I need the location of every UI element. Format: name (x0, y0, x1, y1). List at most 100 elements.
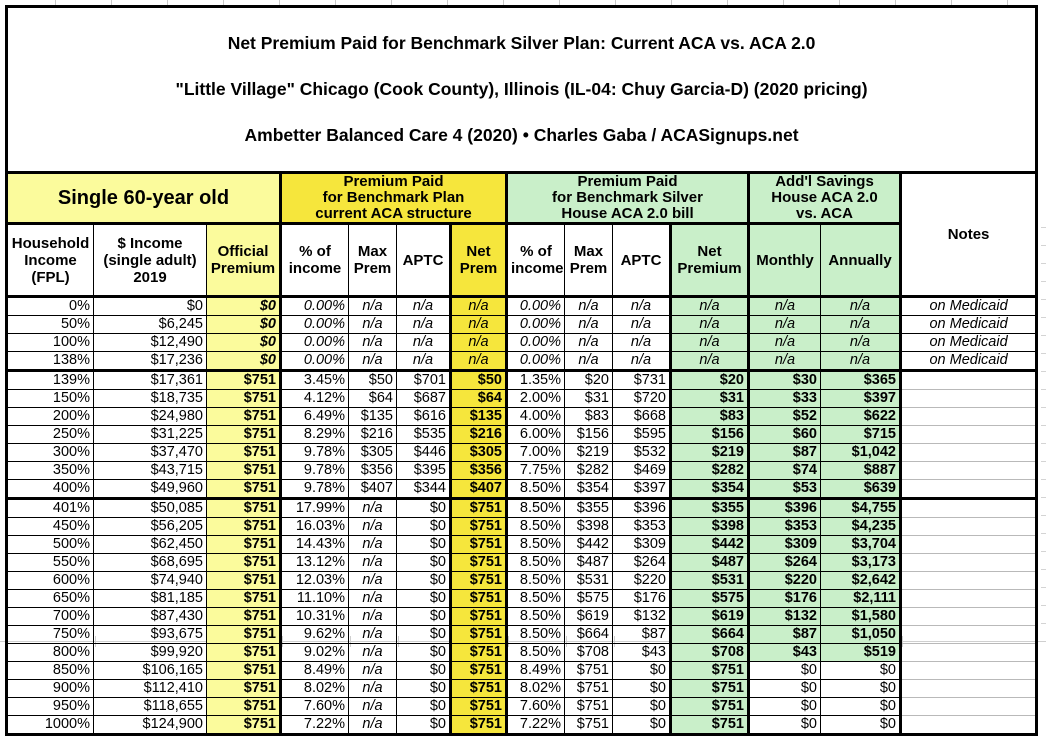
cell-aca-pct-of-income: 0.00% (279, 333, 349, 352)
cell-aca-aptc: $0 (396, 607, 451, 626)
cell-official-premium: $0 (206, 315, 281, 334)
cell-aca2-aptc: $309 (612, 535, 671, 554)
cell-aca-max-prem: n/a (348, 498, 397, 518)
cell-fpl: 200% (6, 407, 94, 426)
cell-aca-aptc: $0 (396, 589, 451, 608)
cell-aca-net-prem: $64 (449, 389, 507, 408)
cell-aca2-pct-of-income: 8.50% (505, 571, 565, 590)
title-row: Net Premium Paid for Benchmark Silver Pl… (5, 6, 1038, 174)
cell-official-premium: $751 (206, 571, 281, 590)
cell-aca-aptc: $0 (396, 535, 451, 554)
cell-aca2-net-premium: $664 (669, 625, 749, 644)
cell-aca2-aptc: $132 (612, 607, 671, 626)
table-row: 850% $106,165 $751 8.49% n/a $0 $751 8.49% $751 $… (6, 661, 1038, 680)
cell-income-dollars: $56,205 (93, 517, 207, 536)
cell-aca-net-prem: $751 (449, 661, 507, 680)
cell-aca-net-prem: $751 (449, 679, 507, 698)
cell-savings-annually: $3,173 (820, 553, 901, 572)
cell-savings-monthly: $396 (747, 498, 821, 518)
cell-income-dollars: $93,675 (93, 625, 207, 644)
title-line-3: Ambetter Balanced Care 4 (2020) • Charle… (244, 125, 799, 145)
cell-aca-pct-of-income: 8.29% (279, 425, 349, 444)
cell-aca2-max-prem: $619 (564, 607, 613, 626)
cell-aca2-aptc: n/a (612, 351, 671, 372)
cell-note (898, 370, 1038, 390)
cell-aca2-aptc: $0 (612, 679, 671, 698)
cell-savings-annually: $2,642 (820, 571, 901, 590)
cell-aca2-aptc: $0 (612, 661, 671, 680)
cell-income-dollars: $31,225 (93, 425, 207, 444)
cell-aca2-net-premium: n/a (669, 296, 749, 316)
cell-income-dollars: $106,165 (93, 661, 207, 680)
cell-aca-aptc: $344 (396, 479, 451, 500)
cell-savings-monthly: $53 (747, 479, 821, 500)
cell-note (898, 715, 1038, 735)
cell-fpl: 600% (6, 571, 94, 590)
cell-savings-monthly: n/a (747, 315, 821, 334)
cell-official-premium: $751 (206, 517, 281, 536)
cell-aca-pct-of-income: 16.03% (279, 517, 349, 536)
cell-fpl: 850% (6, 661, 94, 680)
cell-fpl: 138% (6, 351, 94, 372)
cell-note (898, 479, 1038, 500)
cell-savings-annually: $519 (820, 643, 901, 662)
cell-aca-net-prem: $216 (449, 425, 507, 444)
table-row: 500% $62,450 $751 14.43% n/a $0 $751 8.50% $442 $… (6, 535, 1038, 554)
cell-aca2-max-prem: $531 (564, 571, 613, 590)
cell-official-premium: $751 (206, 625, 281, 644)
cell-savings-monthly: $74 (747, 461, 821, 480)
cell-savings-monthly: $43 (747, 643, 821, 662)
cell-aca2-net-premium: n/a (669, 333, 749, 352)
cell-aca2-aptc: n/a (612, 296, 671, 316)
column-header-aca-aptc: APTC (396, 223, 451, 298)
cell-savings-annually: $397 (820, 389, 901, 408)
cell-fpl: 300% (6, 443, 94, 462)
cell-aca-pct-of-income: 8.49% (279, 661, 349, 680)
cell-savings-annually: $622 (820, 407, 901, 426)
cell-aca2-net-premium: $619 (669, 607, 749, 626)
cell-savings-monthly: $176 (747, 589, 821, 608)
cell-aca2-aptc: $396 (612, 498, 671, 518)
cell-aca-aptc: $395 (396, 461, 451, 480)
cell-income-dollars: $24,980 (93, 407, 207, 426)
cell-income-dollars: $87,430 (93, 607, 207, 626)
cell-aca-max-prem: $407 (348, 479, 397, 500)
cell-aca2-aptc: $264 (612, 553, 671, 572)
cell-fpl: 100% (6, 333, 94, 352)
cell-aca-aptc: n/a (396, 333, 451, 352)
cell-fpl: 900% (6, 679, 94, 698)
cell-savings-monthly: $309 (747, 535, 821, 554)
cell-savings-monthly: $0 (747, 679, 821, 698)
cell-aca-pct-of-income: 13.12% (279, 553, 349, 572)
table-row: 650% $81,185 $751 11.10% n/a $0 $751 8.50% $575 $… (6, 589, 1038, 608)
table-row: 250% $31,225 $751 8.29% $216 $535 $216 6.00% $15… (6, 425, 1038, 444)
cell-aca2-max-prem: $355 (564, 498, 613, 518)
cell-savings-annually: $2,111 (820, 589, 901, 608)
cell-aca-pct-of-income: 14.43% (279, 535, 349, 554)
cell-aca2-pct-of-income: 4.00% (505, 407, 565, 426)
cell-aca2-max-prem: $751 (564, 697, 613, 716)
cell-savings-monthly: $0 (747, 715, 821, 735)
cell-aca-max-prem: n/a (348, 589, 397, 608)
column-header-aca2-max-prem: Max Prem (564, 223, 613, 298)
cell-aca-aptc: $616 (396, 407, 451, 426)
cell-fpl: 0% (6, 296, 94, 316)
cell-aca-max-prem: n/a (348, 679, 397, 698)
table-row: 400% $49,960 $751 9.78% $407 $344 $407 8.50% $35… (6, 479, 1038, 500)
cell-aca2-pct-of-income: 8.50% (505, 589, 565, 608)
table-row: 750% $93,675 $751 9.62% n/a $0 $751 8.50% $664 $8… (6, 625, 1038, 644)
cell-income-dollars: $112,410 (93, 679, 207, 698)
group-addl-savings: Add'l Savings House ACA 2.0 vs. ACA (747, 172, 901, 225)
cell-aca2-pct-of-income: 8.50% (505, 517, 565, 536)
cell-savings-annually: $0 (820, 679, 901, 698)
table-row: 1000% $124,900 $751 7.22% n/a $0 $751 7.22% $751… (6, 715, 1038, 735)
column-header-savings-annually: Annually (820, 223, 901, 298)
cell-aca-max-prem: $64 (348, 389, 397, 408)
cell-aca2-aptc: $595 (612, 425, 671, 444)
cell-note (898, 589, 1038, 608)
table-row: 550% $68,695 $751 13.12% n/a $0 $751 8.50% $487 $… (6, 553, 1038, 572)
cell-note: on Medicaid (898, 351, 1038, 372)
cell-aca-max-prem: $356 (348, 461, 397, 480)
cell-fpl: 250% (6, 425, 94, 444)
cell-aca-pct-of-income: 7.60% (279, 697, 349, 716)
